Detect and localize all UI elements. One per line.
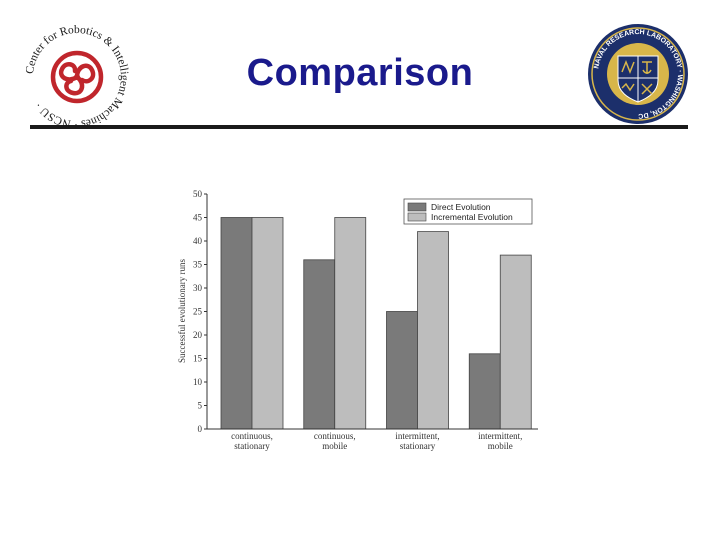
seal-shield-icon — [617, 55, 659, 103]
triskelion-icon — [50, 50, 104, 104]
bar-chart: 0 5 10 15 20 25 30 35 40 45 50 continuous, stationa… — [172, 180, 552, 480]
bar-incremental-evolution-3 — [499, 254, 532, 430]
y-tick-label: 20 — [193, 330, 203, 340]
slide-title: Comparison — [246, 52, 474, 94]
y-axis-ticks: 0 5 10 15 20 25 30 35 40 45 50 — [193, 189, 207, 434]
y-tick-label: 50 — [193, 189, 203, 199]
x-axis-labels: continuous,stationarycontinuous,mobilein… — [231, 431, 522, 451]
legend-label: Incremental Evolution — [431, 212, 513, 222]
x-tick-label: mobile — [488, 441, 513, 451]
y-tick-label: 5 — [198, 401, 203, 411]
bar-incremental-evolution-2 — [417, 231, 449, 430]
x-tick-label: stationary — [400, 441, 436, 451]
bars — [220, 217, 532, 430]
legend-label: Direct Evolution — [431, 202, 491, 212]
x-tick-label: mobile — [322, 441, 347, 451]
bar-direct-evolution-2 — [386, 311, 418, 430]
y-tick-label: 0 — [198, 424, 203, 434]
y-tick-label: 35 — [193, 260, 203, 270]
bar-direct-evolution-1 — [303, 259, 336, 430]
bar-incremental-evolution-1 — [334, 217, 367, 430]
bar-direct-evolution-0 — [220, 217, 253, 430]
x-tick-label: intermittent, — [478, 431, 522, 441]
legend-swatch — [407, 202, 427, 212]
bar-direct-evolution-3 — [468, 353, 501, 430]
y-tick-label: 45 — [193, 213, 203, 223]
x-tick-label: continuous, — [314, 431, 356, 441]
y-tick-label: 25 — [193, 307, 203, 317]
y-tick-label: 15 — [193, 354, 203, 364]
title-divider — [30, 125, 688, 129]
naval-research-laboratory-seal: NAVAL RESEARCH LABORATORY · WASHINGTON, … — [588, 24, 688, 124]
y-tick-label: 40 — [193, 236, 203, 246]
bar-incremental-evolution-0 — [251, 217, 284, 430]
x-tick-label: stationary — [234, 441, 270, 451]
ncsu-crim-logo: Center for Robotics & Intelligent Machin… — [24, 24, 130, 130]
y-tick-label: 10 — [193, 377, 203, 387]
x-tick-label: continuous, — [231, 431, 273, 441]
y-axis-label: Successful evolutionary runs — [177, 259, 187, 363]
y-tick-label: 30 — [193, 283, 203, 293]
x-tick-label: intermittent, — [395, 431, 439, 441]
legend-swatch — [407, 212, 427, 222]
